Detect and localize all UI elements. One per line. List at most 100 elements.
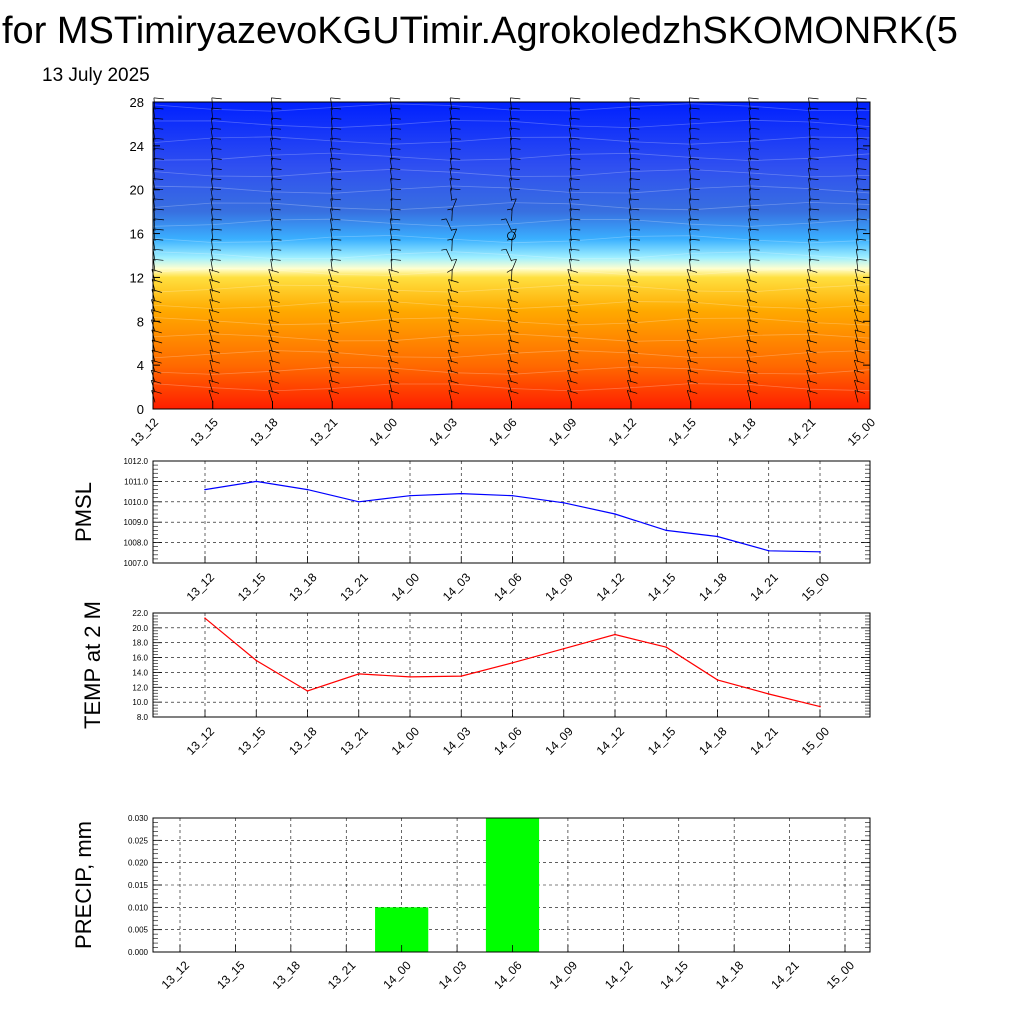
wind-barb — [567, 299, 572, 312]
wind-barb-flag — [507, 369, 518, 374]
wind-barb — [748, 97, 751, 110]
wind-barb-flag — [856, 147, 868, 150]
wind-barb-flag — [211, 228, 222, 231]
wind-barb-flag — [687, 289, 698, 293]
y-axis-label: TEMP at 2 M — [80, 601, 105, 729]
wind-barb — [748, 158, 751, 171]
wind-barb-flag — [627, 319, 638, 324]
x-tick-label: 14_21 — [768, 958, 802, 992]
wind-barb — [748, 138, 751, 151]
wind-barb — [449, 118, 453, 131]
wind-barb — [688, 218, 692, 231]
data-point — [819, 550, 821, 553]
wind-barb — [328, 279, 333, 292]
wind-barb — [451, 198, 457, 211]
wind-barb-flag — [627, 269, 638, 273]
y-tick-label: 0.000 — [128, 948, 149, 957]
x-tick-label: 14_03 — [436, 958, 470, 992]
wind-barb — [748, 168, 751, 181]
wind-barb-flag — [269, 349, 280, 354]
wind-barb-flag — [629, 248, 640, 251]
wind-barb — [629, 228, 632, 242]
wind-barb — [210, 138, 214, 151]
wind-barb — [854, 289, 859, 302]
wind-barb — [686, 329, 692, 343]
heatmap-contour-line — [152, 301, 871, 310]
wind-barb — [627, 360, 632, 373]
wind-barb-flag — [686, 279, 698, 283]
wind-barb — [153, 168, 156, 181]
wind-barb — [268, 279, 273, 292]
wind-barb — [507, 299, 512, 312]
wind-barb — [388, 269, 393, 282]
wind-barb-flag — [328, 339, 339, 344]
wind-barb — [855, 188, 859, 201]
wind-barb-flag — [388, 339, 399, 344]
wind-barb — [210, 208, 214, 221]
wind-barb-flag — [567, 269, 578, 273]
wind-barb — [388, 370, 393, 383]
wind-barb — [450, 188, 453, 201]
wind-barb-flag — [568, 359, 579, 364]
wind-barb-flag — [331, 127, 342, 130]
wind-barb-flag — [328, 299, 340, 303]
wind-barb — [688, 158, 692, 171]
wind-barb — [330, 97, 333, 110]
wind-barb — [387, 289, 393, 302]
wind-barb-flag — [686, 339, 698, 344]
wind-barb-flag — [330, 258, 341, 261]
y-axis-label: PMSL — [71, 482, 96, 542]
wind-barb-flag — [331, 188, 342, 191]
wind-barb — [390, 118, 393, 131]
heatmap-contour-line — [152, 103, 871, 112]
wind-barb — [211, 97, 214, 110]
wind-barb-flag — [451, 198, 457, 201]
wind-barb — [270, 188, 273, 201]
wind-barb — [269, 309, 273, 322]
wind-barb — [330, 259, 333, 272]
wind-barb — [210, 249, 214, 262]
wind-barb-flag — [508, 349, 519, 354]
wind-barb-flag — [689, 168, 700, 170]
wind-barb-flag — [153, 228, 164, 231]
wind-barb — [390, 178, 393, 191]
wind-barb-flag — [627, 309, 638, 314]
wind-barb — [806, 370, 811, 383]
wind-barb — [208, 390, 214, 403]
wind-barb — [808, 259, 811, 272]
wind-barb-flag — [209, 359, 220, 364]
y-tick-label: 0.030 — [128, 814, 149, 823]
wind-barb — [450, 138, 453, 151]
wind-barb — [807, 329, 811, 342]
y-tick-label: 0 — [137, 402, 144, 417]
y-tick-label: 0.005 — [128, 926, 149, 935]
wind-barb-flag — [451, 258, 457, 261]
wind-barb — [268, 390, 273, 403]
wind-barb — [569, 118, 572, 131]
wind-barb-flag — [268, 390, 279, 394]
wind-barb-flag — [209, 349, 221, 354]
wind-barb-flag — [856, 218, 867, 221]
wind-barb-flag — [271, 107, 282, 110]
wind-barb — [511, 198, 517, 211]
wind-barb-flag — [447, 208, 453, 211]
wind-barb-flag — [570, 158, 581, 160]
wind-barb — [628, 259, 632, 272]
y-tick-label: 1007.0 — [124, 559, 149, 568]
wind-barb-flag — [807, 269, 818, 273]
wind-barb-flag — [854, 349, 865, 354]
wind-barb — [747, 309, 751, 322]
wind-barb — [627, 299, 632, 312]
wind-barb — [853, 299, 859, 312]
wind-barb — [447, 309, 453, 322]
wind-barb-flag — [153, 208, 164, 211]
wind-barb — [569, 218, 572, 231]
y-tick-label: 16.0 — [132, 654, 148, 663]
wind-barb — [629, 168, 632, 181]
wind-barb — [567, 370, 572, 383]
wind-barb — [390, 259, 393, 272]
wind-barb-flag — [388, 349, 399, 354]
wind-barb — [510, 148, 512, 161]
wind-barb-flag — [447, 289, 459, 293]
wind-barb — [208, 370, 214, 383]
